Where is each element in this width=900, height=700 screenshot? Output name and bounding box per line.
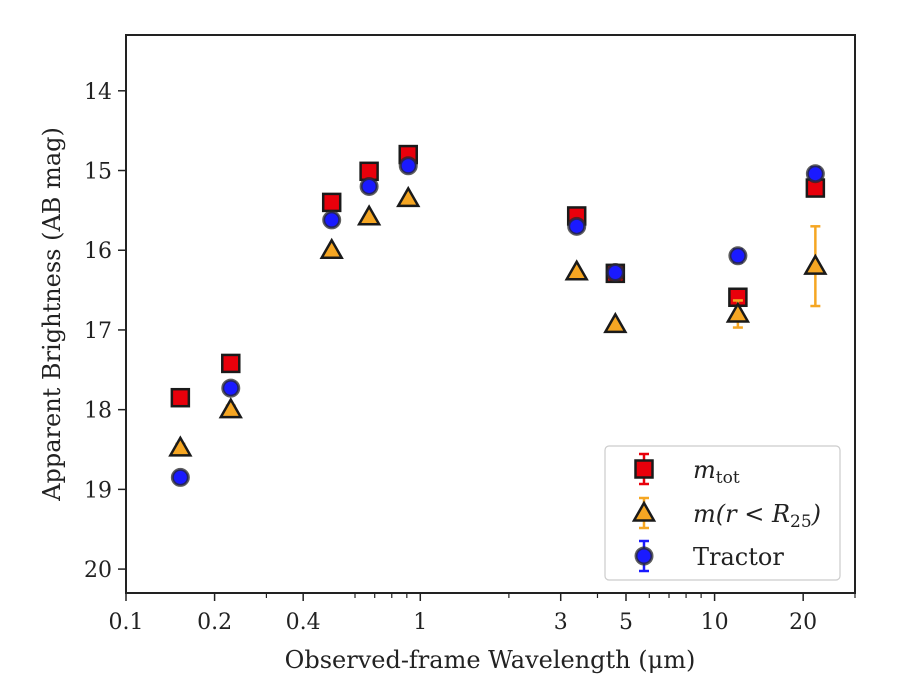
x-tick-label: 0.1 [109,610,144,635]
data-point [803,253,828,275]
data-point [321,192,342,213]
y-tick-label: 20 [84,558,112,583]
data-point [218,397,243,419]
data-point [728,246,748,266]
data-point [398,156,418,176]
legend-marker [631,500,657,522]
legend-marker [634,459,654,479]
legend: mtot m(r < R25) Tractor [604,445,841,581]
data-point [170,387,191,408]
x-tick-label: 0.4 [286,610,321,635]
x-tick-label: 10 [701,610,729,635]
series-square [170,144,826,408]
legend-box [604,445,841,581]
data-marks [168,144,828,487]
x-tick-label: 3 [554,610,568,635]
data-point [319,237,344,259]
legend-label: mtot [693,456,740,488]
data-point [805,164,825,184]
y-tick-label: 15 [84,160,112,185]
data-point [564,259,589,281]
y-tick-label: 14 [84,80,112,105]
data-point [359,176,379,196]
series-triangle [168,185,828,457]
data-point [170,467,190,487]
legend-label: m(r < R25) [693,500,821,532]
y-tick-label: 17 [84,319,112,344]
x-tick-label: 20 [789,610,817,635]
data-point [603,311,628,334]
series-circle [170,156,825,487]
y-tick-label: 18 [84,399,112,424]
y-tick-label: 19 [84,478,112,503]
x-axis: 0.1 0.2 0.4 1 3 5 10 20 [109,593,856,635]
x-tick-label: 0.2 [197,610,232,635]
data-point [221,378,241,398]
legend-label: Tractor [693,543,784,571]
y-tick-label: 16 [84,239,112,264]
legend-marker [634,546,654,566]
data-point [567,216,587,236]
data-point [396,185,421,208]
data-point [221,353,241,374]
x-tick-label: 5 [619,610,633,635]
x-axis-label: Observed-frame Wavelength (μm) [285,646,696,674]
data-point [356,204,382,226]
x-tick-label: 1 [413,610,427,635]
y-axis-label: Apparent Brightness (AB mag) [38,127,66,502]
data-point [322,210,342,230]
data-point [168,435,193,457]
data-point [605,263,625,283]
data-point [725,301,751,323]
y-axis: 14 15 16 17 18 19 20 [84,80,126,583]
